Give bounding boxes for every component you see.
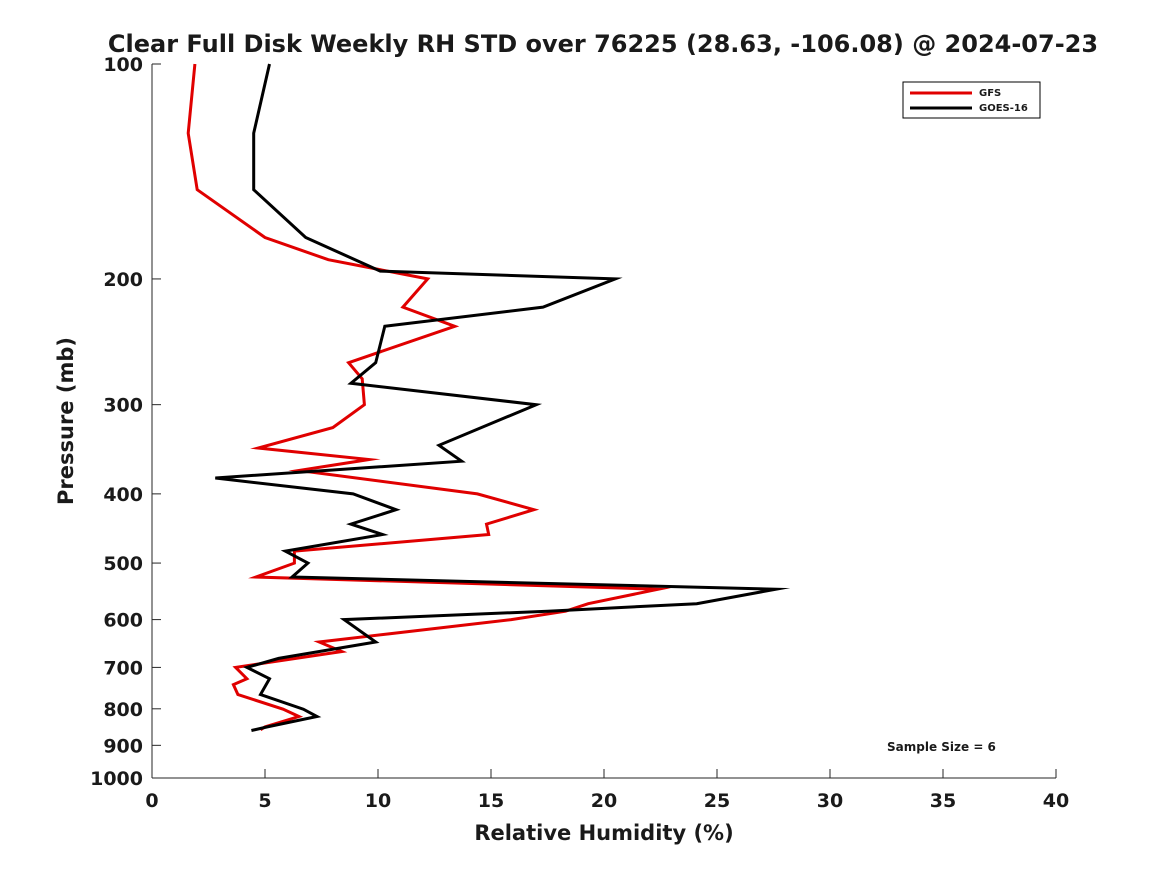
x-tick-label: 0 — [145, 790, 158, 812]
legend-label-gfs: GFS — [979, 88, 1001, 99]
y-tick-label: 400 — [103, 484, 143, 506]
sample-size-annotation: Sample Size = 6 — [887, 740, 996, 754]
axes: 0 5 10 15 20 25 30 35 40 100 200 300 400 500 600 700 800… — [90, 54, 1069, 812]
y-axis-label: Pressure (mb) — [54, 337, 78, 505]
legend-label-goes16: GOES-16 — [979, 103, 1028, 114]
x-tick-label: 25 — [704, 790, 730, 812]
y-tick-label: 800 — [103, 699, 143, 721]
x-tick-label: 5 — [258, 790, 271, 812]
x-tick-label: 10 — [365, 790, 391, 812]
x-axis-label: Relative Humidity (%) — [474, 821, 733, 845]
x-tick-label: 30 — [817, 790, 843, 812]
x-tick-label: 40 — [1043, 790, 1069, 812]
series-lines — [186, 63, 791, 732]
legend: GFS GOES-16 — [902, 81, 1041, 119]
y-tick-label: 700 — [103, 657, 143, 679]
y-tick-label: 500 — [103, 553, 143, 575]
y-tick-label: 600 — [103, 610, 143, 632]
y-tick-label: 300 — [103, 395, 143, 417]
chart-title: Clear Full Disk Weekly RH STD over 76225… — [108, 30, 1098, 58]
series-line-gfs — [186, 63, 671, 732]
y-tick-label: 200 — [103, 269, 143, 291]
y-tick-label: 1000 — [90, 768, 143, 790]
y-tick-label: 100 — [103, 54, 143, 76]
x-tick-label: 35 — [930, 790, 956, 812]
series-line-goes16 — [215, 63, 791, 732]
y-tick-label: 900 — [103, 735, 143, 757]
x-tick-label: 15 — [478, 790, 504, 812]
x-tick-label: 20 — [591, 790, 617, 812]
